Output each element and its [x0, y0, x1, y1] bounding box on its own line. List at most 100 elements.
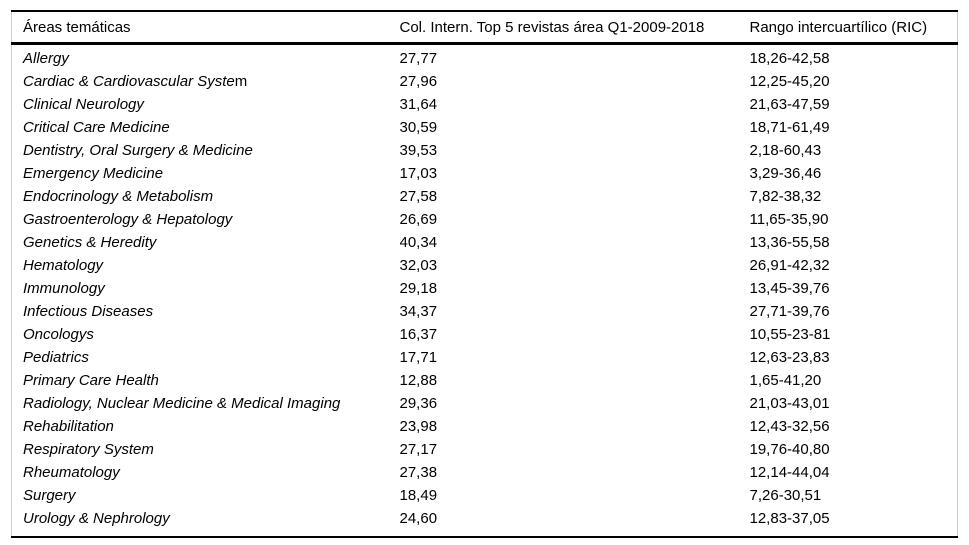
value-cell: 27,58	[399, 188, 438, 205]
value-cell: 18,49	[399, 487, 438, 504]
area-cell: Clinical Neurology	[12, 93, 400, 116]
value-cell: 23,98	[399, 418, 438, 435]
value-cell: 17,03	[399, 165, 438, 182]
area-label-suffix: m	[234, 73, 248, 90]
area-cell: Emergency Medicine	[12, 162, 400, 185]
area-cell: Hematology	[12, 254, 400, 277]
ric-cell: 3,29-36,46	[749, 165, 822, 182]
value-cell: 26,69	[399, 211, 438, 228]
ric-cell: 12,14-44,04	[749, 464, 830, 481]
area-cell: Dentistry, Oral Surgery & Medicine	[12, 139, 400, 162]
area-label: Surgery	[23, 487, 76, 504]
table-body: Allergy 27,77 18,26-42,58 Cardiac & Cardiov…	[12, 44, 958, 538]
area-label: Cardiac & Cardiovascular Syste	[23, 73, 235, 90]
ric-cell: 12,43-32,56	[749, 418, 830, 435]
value-cell: 29,36	[399, 395, 438, 412]
area-label: Urology & Nephrology	[23, 510, 170, 527]
table-row: Critical Care Medicine 30,59 18,71-61,49	[12, 116, 958, 139]
value-cell: 27,77	[399, 50, 438, 67]
area-label: Endocrinology & Metabolism	[23, 188, 214, 205]
table-row: Dentistry, Oral Surgery & Medicine 39,53 2…	[12, 139, 958, 162]
table-row: Oncologys 16,37 10,55-23-81	[12, 323, 958, 346]
value-cell: 17,71	[399, 349, 438, 366]
area-cell: Immunology	[12, 277, 400, 300]
area-cell: Infectious Diseases	[12, 300, 400, 323]
value-cell: 27,17	[399, 441, 438, 458]
area-label: Clinical Neurology	[23, 96, 144, 113]
ric-cell: 26,91-42,32	[749, 257, 830, 274]
ric-cell: 10,55-23-81	[749, 326, 831, 343]
area-cell: Cardiac & Cardiovascular System	[12, 70, 400, 93]
table-row: Pediatrics 17,71 12,63-23,83	[12, 346, 958, 369]
table-row: Cardiac & Cardiovascular System 27,96 12,2…	[12, 70, 958, 93]
area-cell: Endocrinology & Metabolism	[12, 185, 400, 208]
area-label: Gastroenterology & Hepatology	[23, 211, 233, 228]
value-cell: 34,37	[399, 303, 438, 320]
table-row: Rheumatology 27,38 12,14-44,04	[12, 461, 958, 484]
area-cell: Rheumatology	[12, 461, 400, 484]
area-label: Allergy	[23, 50, 69, 67]
area-cell: Respiratory System	[12, 438, 400, 461]
ric-cell: 21,63-47,59	[749, 96, 830, 113]
area-cell: Oncologys	[12, 323, 400, 346]
table-row: Rehabilitation 23,98 12,43-32,56	[12, 415, 958, 438]
area-label: Radiology, Nuclear Medicine & Medical Im…	[23, 395, 341, 412]
table-row: Infectious Diseases 34,37 27,71-39,76	[12, 300, 958, 323]
table-row: Primary Care Health 12,88 1,65-41,20	[12, 369, 958, 392]
table-row: Endocrinology & Metabolism 27,58 7,82-38,3…	[12, 185, 958, 208]
ric-cell: 18,71-61,49	[749, 119, 830, 136]
table-row: Gastroenterology & Hepatology 26,69 11,65-…	[12, 208, 958, 231]
ric-cell: 19,76-40,80	[749, 441, 830, 458]
table-header: Áreas temáticas Col. Intern. Top 5 revis…	[11, 11, 958, 45]
value-cell: 12,88	[399, 372, 438, 389]
area-label: Rheumatology	[23, 464, 120, 481]
value-cell: 29,18	[399, 280, 438, 297]
table-row: Surgery 18,49 7,26-30,51	[12, 484, 958, 507]
area-cell: Rehabilitation	[12, 415, 400, 438]
area-cell: Gastroenterology & Hepatology	[12, 208, 400, 231]
value-cell: 40,34	[399, 234, 438, 251]
table-row: Allergy 27,77 18,26-42,58	[12, 44, 958, 71]
area-label: Pediatrics	[23, 349, 89, 366]
ric-cell: 11,65-35,90	[749, 211, 829, 228]
table-row: Radiology, Nuclear Medicine & Medical Im…	[12, 392, 958, 415]
value-cell: 24,60	[399, 510, 438, 527]
ric-cell: 12,83-37,05	[749, 510, 830, 527]
value-cell: 30,59	[399, 119, 438, 136]
ric-cell: 27,71-39,76	[749, 303, 830, 320]
area-label: Primary Care Health	[23, 372, 159, 389]
ric-cell: 21,03-43,01	[749, 395, 830, 412]
value-cell: 27,96	[399, 73, 438, 90]
table-row: Hematology 32,03 26,91-42,32	[12, 254, 958, 277]
area-label: Critical Care Medicine	[23, 119, 170, 136]
area-cell: Allergy	[12, 44, 400, 71]
area-cell: Primary Care Health	[12, 369, 400, 392]
table-row: Genetics & Heredity 40,34 13,36-55,58	[12, 231, 958, 254]
header-row: Áreas temáticas Col. Intern. Top 5 revis…	[11, 11, 958, 45]
area-label: Immunology	[23, 280, 105, 297]
table-row: Clinical Neurology 31,64 21,63-47,59	[12, 93, 958, 116]
column-header-col-intern-top5: Col. Intern. Top 5 revistas área Q1-2009…	[399, 11, 750, 45]
ric-cell: 7,82-38,32	[749, 188, 822, 205]
area-cell: Radiology, Nuclear Medicine & Medical Im…	[12, 392, 400, 415]
area-label: Dentistry, Oral Surgery & Medicine	[23, 142, 253, 159]
ric-cell: 13,45-39,76	[749, 280, 830, 297]
table-row: Urology & Nephrology 24,60 12,83-37,05	[12, 507, 958, 537]
ric-cell: 7,26-30,51	[749, 487, 822, 504]
area-label: Rehabilitation	[23, 418, 114, 435]
area-label: Infectious Diseases	[23, 303, 154, 320]
table-row: Respiratory System 27,17 19,76-40,80	[12, 438, 958, 461]
subject-areas-table-wrap: Áreas temáticas Col. Intern. Top 5 revis…	[11, 10, 958, 538]
ric-cell: 1,65-41,20	[749, 372, 822, 389]
value-cell: 39,53	[399, 142, 438, 159]
area-label: Respiratory System	[23, 441, 154, 458]
ric-cell: 2,18-60,43	[749, 142, 822, 159]
area-cell: Urology & Nephrology	[12, 507, 400, 537]
area-cell: Pediatrics	[12, 346, 400, 369]
area-label: Hematology	[23, 257, 104, 274]
column-header-areas-tematicas: Áreas temáticas	[11, 11, 400, 45]
ric-cell: 12,63-23,83	[749, 349, 830, 366]
value-cell: 16,37	[399, 326, 438, 343]
area-label: Genetics & Heredity	[23, 234, 157, 251]
column-header-rango-intercuartilico: Rango intercuartílico (RIC)	[749, 11, 958, 45]
